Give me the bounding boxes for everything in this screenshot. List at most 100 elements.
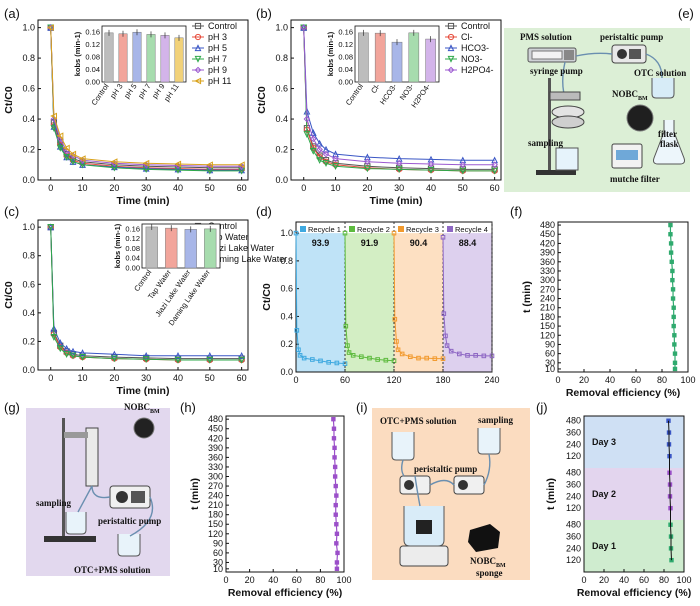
c-data-point	[174, 356, 182, 364]
a-data-point	[110, 158, 118, 166]
beaker-solution-i	[391, 432, 415, 461]
d-ytick-label: 0.6	[280, 284, 293, 294]
c-inset-ytick-label: 0.12	[125, 234, 140, 243]
d-data-point	[392, 316, 398, 322]
c-ytick-label: 0.2	[22, 336, 35, 346]
a-xtick-label: 20	[109, 183, 119, 193]
d-data-point	[457, 351, 462, 357]
h-data-point	[332, 474, 338, 479]
stand-base	[44, 536, 96, 542]
b-legend-marker	[447, 55, 455, 63]
c-data-point	[142, 351, 150, 359]
j-ytick-label: 360	[566, 428, 581, 438]
chart-b: 0 10 20 30 40 50 60 0.0 0.2 0.4 0.6 0.8 1.0 Time (min…	[256, 19, 502, 207]
a-xtick-label: 30	[141, 183, 151, 193]
b-legend-marker	[447, 22, 455, 30]
j-ytick-label: 120	[566, 555, 581, 565]
c-x-axis-title: Time (min)	[117, 385, 170, 397]
h-data-point	[332, 455, 337, 460]
c-data-point	[69, 352, 77, 360]
d-xtick-label: 120	[386, 375, 401, 385]
label-nobc-g: NOBCBM	[124, 402, 160, 415]
d-data-point	[375, 357, 380, 362]
h-ytick-label: 360	[208, 452, 223, 462]
nobc-sponge-icon	[468, 524, 500, 552]
h-data-point	[334, 522, 339, 527]
f-data-point	[671, 323, 676, 329]
a-inset-bar	[146, 34, 156, 83]
b-xtick-label: 40	[426, 183, 436, 193]
b-data-point	[322, 160, 330, 167]
d-legend-label: Recycle 4	[455, 225, 488, 234]
a-data-point	[50, 125, 58, 132]
c-xtick-label: 20	[109, 373, 119, 383]
a-x-axis-title: Time (min)	[117, 195, 170, 207]
c-y-axis-title: Ct/C0	[3, 281, 15, 309]
a-data-point	[78, 155, 86, 163]
h-xtick-label: 60	[292, 575, 302, 585]
b-inset-xtick-label: HCO3-	[378, 82, 399, 107]
a-inset-bar	[118, 33, 128, 83]
h-data-point	[335, 550, 340, 556]
j-xtick-label: 20	[599, 575, 609, 585]
a-legend-label: pH 5	[208, 43, 227, 53]
b-data-point	[332, 155, 339, 162]
label-otc-solution: OTC solution	[634, 68, 686, 78]
a-data-point	[237, 161, 245, 169]
h-data-point	[333, 512, 338, 517]
a-inset-ytick-label: 0.00	[85, 78, 100, 87]
b-inset-bar	[358, 32, 369, 83]
label-sampling-i: sampling	[478, 415, 514, 425]
f-ytick-label: 330	[540, 266, 555, 276]
f-xtick-label: 20	[579, 375, 589, 385]
nobc-disc-icon-g	[133, 417, 155, 439]
c-xtick-label: 0	[48, 373, 53, 383]
h-y-axis-title: t (min)	[189, 478, 201, 510]
d-y-axis-title: Ct/C0	[261, 283, 273, 311]
b-data-point	[395, 166, 403, 174]
h-plot-frame	[225, 415, 345, 573]
j-day-band	[584, 520, 684, 572]
j-ytick-label: 480	[566, 520, 581, 530]
a-ytick-label: 1.0	[22, 23, 35, 33]
f-xtick-label: 60	[631, 375, 641, 385]
b-series-line	[303, 27, 495, 161]
chart-c: 0 10 20 30 40 50 60 0.0 0.2 0.4 0.6 0.8 1.0 Time (min…	[3, 219, 287, 397]
d-data-point	[326, 359, 331, 365]
a-legend-label: pH 7	[208, 54, 227, 64]
b-data-point	[303, 131, 311, 139]
h-xtick-label: 100	[336, 575, 351, 585]
f-data-point	[669, 259, 674, 264]
j-xtick-label: 40	[619, 575, 629, 585]
c-inset-ytick-label: 0.08	[125, 244, 140, 253]
b-xtick-label: 50	[458, 183, 468, 193]
a-data-point	[56, 142, 64, 150]
a-xtick-label: 50	[205, 183, 215, 193]
a-inset-xtick-label: pH 11	[162, 82, 181, 103]
f-ytick-label: 360	[540, 257, 555, 267]
label-nobc-e-sub: BM	[638, 96, 648, 102]
stirrer-reactor-icon	[399, 506, 449, 567]
a-inset-ytick-label: 0.16	[85, 28, 100, 37]
c-xtick-label: 50	[205, 373, 215, 383]
h-ytick-label: 150	[208, 519, 223, 529]
j-xtick-label: 0	[581, 575, 586, 585]
a-inset-bar	[160, 35, 170, 83]
c-xtick-label: 10	[78, 373, 88, 383]
label-pms-solution: PMS solution	[520, 32, 572, 42]
f-ytick-label: 450	[540, 229, 555, 239]
a-xtick-label: 0	[48, 183, 53, 193]
j-x-axis-title: Removal efficiency (%)	[577, 587, 691, 599]
c-legend-label: Daming Lake Water	[208, 254, 287, 264]
d-cycle-line	[344, 233, 395, 362]
h-ytick-label: 30	[213, 557, 223, 567]
b-inset-bar	[391, 41, 403, 83]
label-sampling-g: sampling	[36, 498, 72, 508]
beaker-solution-g	[117, 534, 141, 557]
a-legend-marker	[194, 33, 202, 41]
j-xtick-label: 100	[676, 575, 691, 585]
label-peristaltic-pump-g: peristaltic pump	[98, 516, 161, 526]
h-data-point	[334, 560, 340, 565]
d-xtick-label: 240	[484, 375, 499, 385]
tubing-g	[77, 485, 154, 537]
